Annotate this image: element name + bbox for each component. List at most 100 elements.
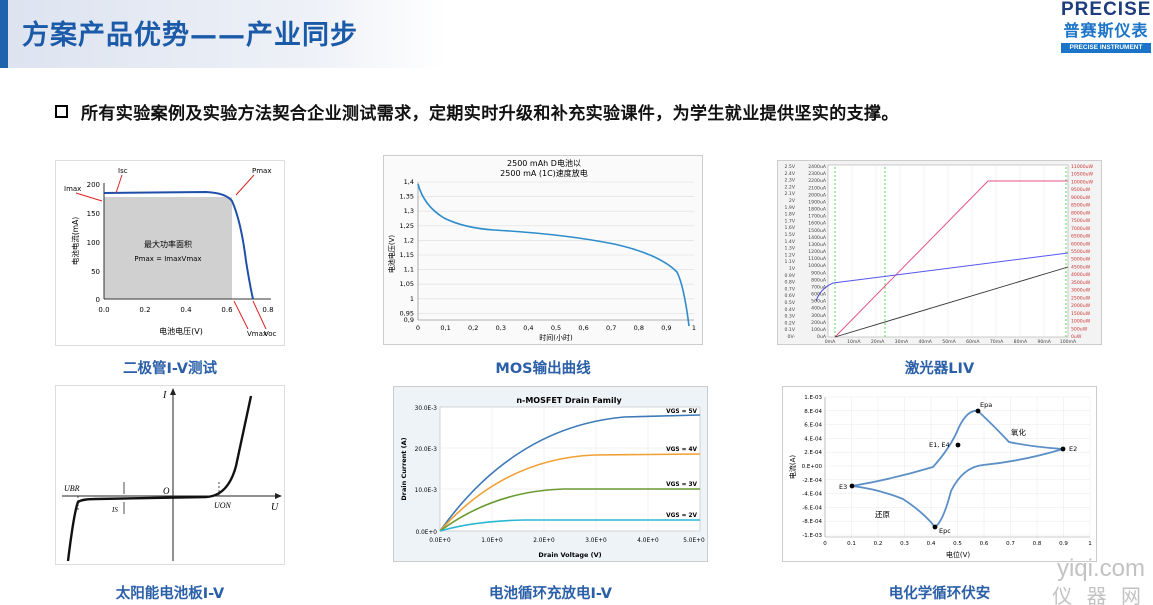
battery-chart-title: n-MOSFET Drain Family (516, 396, 622, 405)
cv-xtick: 0.9 (1059, 541, 1068, 547)
diode-ylabel: 电池电流(mA) (70, 217, 80, 265)
laser-current-tick: 2000uA (808, 192, 827, 198)
diode-isc-label: Isc (118, 167, 128, 175)
laser-voltage-tick: 1.1V (785, 259, 796, 265)
solar-ylabel: I (162, 390, 167, 401)
cv-xtick: 0.7 (1006, 541, 1015, 547)
mos-ytick: 1,2 (404, 236, 414, 244)
caption-solar: 太阳能电池板I-V (115, 586, 225, 602)
bullet-point: 所有实验案例及实验方法契合企业测试需求，定期实时升级和补充实验课件，为学生就业提… (55, 99, 899, 124)
mos-ytick: 1,05 (400, 280, 414, 288)
laser-voltage-tick: 1.2V (785, 252, 796, 258)
cv-ytick: 2.E-04 (804, 450, 822, 456)
laser-current-tick: 1500uA (808, 228, 827, 234)
cv-xlabel: 电位(V) (946, 550, 971, 559)
logo-subtitle: PRECISE INSTRUMENT (1061, 43, 1151, 53)
diode-xtick: 0.2 (139, 306, 150, 314)
laser-x-tick: 20mA (871, 339, 885, 345)
cv-xtick: 0 (823, 541, 827, 547)
battery-ytick: 0.0E+0 (416, 530, 438, 536)
battery-ytick: 30.0E-3 (415, 406, 438, 412)
mos-ytick: 0,95 (400, 309, 414, 317)
laser-voltage-tick: 0.4V (785, 307, 796, 313)
laser-x-tick: 90mA (1037, 339, 1051, 345)
mos-xtick: 0,4 (523, 324, 533, 332)
laser-current-tick: 1900uA (808, 199, 827, 205)
cv-reduction-label: 还原 (875, 509, 890, 519)
laser-power-tick: 2000uW (1071, 303, 1091, 309)
solar-iv-chart: I U O UBR UON IS (55, 385, 285, 565)
diode-area-formula: Pmax = ImaxVmax (134, 255, 201, 263)
laser-power-tick: 9500uW (1071, 187, 1091, 193)
brand-logo: PRECISE 普赛斯仪表 PRECISE INSTRUMENT (1061, 0, 1151, 58)
laser-power-tick: 5500uW (1071, 249, 1091, 255)
mos-xtick: 0,8 (634, 324, 644, 332)
mos-ytick: 1,15 (400, 251, 414, 259)
cv-ytick: -4.E-04 (802, 492, 822, 498)
cv-ylabel: 电流(A) (788, 455, 797, 480)
cv-xtick: 0.6 (980, 541, 989, 547)
mos-title-line2: 2500 mA (1C)速度放电 (500, 168, 588, 178)
mos-xtick: 0,6 (578, 324, 588, 332)
caption-cv: 电化学循环伏安 (888, 586, 991, 602)
cv-ytick: -2.E-04 (802, 478, 822, 484)
diode-xtick: 0.8 (262, 306, 273, 314)
mos-xtick: 0,2 (468, 324, 478, 332)
cv-xtick: 0.3 (900, 541, 909, 547)
cyclic-voltammetry-chart: 1.E-03 8.E-04 6.E-04 4.E-04 2.E-04 0.E+00 -2.E… (782, 386, 1097, 562)
laser-voltage-tick: 0.6V (785, 293, 796, 299)
battery-ytick: 20.0E-3 (415, 447, 438, 453)
laser-voltage-tick: 0.1V (785, 327, 796, 333)
laser-current-tick: 1600uA (808, 221, 827, 227)
laser-voltage-tick: 0.9V (785, 273, 796, 279)
caption-laser: 激光器LIV (904, 361, 975, 377)
cv-ytick: -6.E-04 (802, 505, 822, 511)
laser-power-tick: 1000uW (1071, 319, 1091, 325)
laser-power-tick: 1500uW (1071, 311, 1091, 317)
battery-xtick: 5.0E+0 (683, 538, 705, 544)
laser-power-tick: 2500uW (1071, 295, 1091, 301)
diode-xtick: 0.0 (98, 306, 109, 314)
laser-power-tick: 9000uW (1071, 195, 1091, 201)
caption-mos: MOS输出曲线 (495, 361, 591, 377)
solar-ubr: UBR (64, 484, 80, 493)
battery-ytick: 10.0E-3 (415, 488, 438, 494)
discharge-curve-chart: 2500 mAh D电池以 2500 mA (1C)速度放电 1,4 1,35 … (383, 155, 703, 345)
laser-power-tick: 10500uW (1071, 172, 1094, 178)
laser-power-tick: 3000uW (1071, 288, 1091, 294)
cv-xtick: 0.8 (1033, 541, 1042, 547)
mos-title-line1: 2500 mAh D电池以 (507, 158, 581, 168)
diode-ytick: 0 (96, 296, 100, 304)
cv-ytick: -8.E-04 (802, 519, 822, 525)
diode-ytick: 50 (91, 268, 100, 276)
laser-voltage-tick: 2.4V (785, 171, 796, 177)
logo-english: PRECISE (1061, 0, 1152, 20)
laser-voltage-tick: 2.5V (785, 164, 796, 170)
laser-current-tick: 700uA (811, 284, 827, 290)
cv-oxidation-label: 氧化 (1011, 427, 1027, 437)
laser-x-tick: 80mA (1014, 339, 1028, 345)
mosfet-drain-chart: n-MOSFET Drain Family 30.0E-3 20.0E-3 10… (393, 386, 708, 562)
laser-power-tick: 0uW (1071, 334, 1082, 340)
laser-voltage-tick: 2.1V (785, 191, 796, 197)
laser-x-tick: 60mA (966, 339, 980, 345)
laser-power-tick: 11000uW (1071, 164, 1094, 170)
cv-ytick: 4.E-04 (804, 436, 822, 442)
laser-power-tick: 7000uW (1071, 226, 1091, 232)
diode-xtick: 0.6 (221, 306, 233, 314)
bullet-text: 所有实验案例及实验方法契合企业测试需求，定期实时升级和补充实验课件，为学生就业提… (81, 104, 899, 124)
cv-epc-label: Epc (939, 527, 951, 535)
laser-power-tick: 6000uW (1071, 241, 1091, 247)
diode-area-label: 最大功率面积 (144, 239, 192, 249)
laser-x-tick: 70mA (990, 339, 1004, 345)
laser-current-tick: 1100uA (808, 256, 827, 262)
diode-voc-label: Voc (264, 330, 277, 338)
solar-xlabel: U (271, 502, 279, 513)
mos-xlabel: 时间(小时) (539, 333, 573, 342)
laser-current-tick: 2300uA (808, 171, 827, 177)
laser-current-tick: 0uA (817, 334, 827, 340)
title-banner (0, 0, 447, 68)
laser-current-tick: 2200uA (808, 178, 827, 184)
logo-chinese: 普赛斯仪表 (1063, 21, 1149, 40)
laser-power-tick: 4000uW (1071, 272, 1091, 278)
